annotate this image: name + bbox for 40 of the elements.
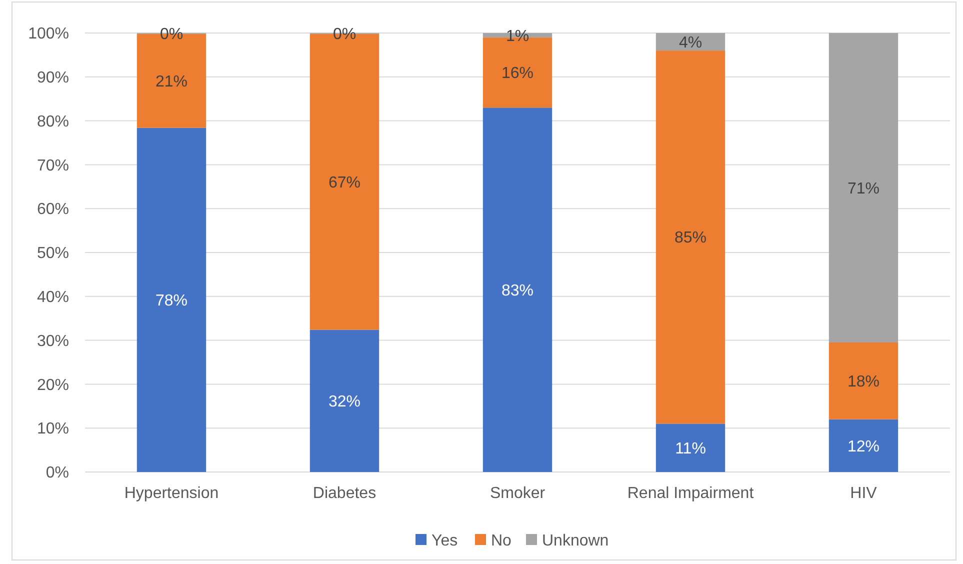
bar — [136, 128, 206, 472]
x-tick-label: Hypertension — [124, 485, 219, 502]
bar — [482, 108, 552, 472]
data-label: 4% — [678, 34, 702, 52]
bar — [828, 342, 898, 420]
data-label: 71% — [847, 180, 880, 198]
y-tick-label: 100% — [28, 26, 69, 43]
y-tick-label: 40% — [36, 289, 69, 306]
bar — [828, 33, 898, 342]
x-tick-label: HIV — [850, 485, 878, 502]
bar — [656, 424, 726, 472]
data-label: 18% — [847, 374, 880, 391]
y-tick-label: 30% — [36, 332, 69, 350]
y-tick-label: 90% — [36, 70, 69, 86]
data-label: 78% — [155, 292, 188, 310]
bar — [828, 419, 898, 472]
data-label: 16% — [501, 65, 534, 82]
data-label: 11% — [675, 440, 706, 458]
bar — [656, 33, 726, 51]
legend-label: No — [491, 532, 512, 550]
x-tick-label: Smoker — [490, 485, 546, 502]
bar — [656, 50, 726, 424]
y-tick-label: 20% — [36, 376, 69, 394]
legend-label: Unknown — [542, 532, 609, 550]
data-label: 67% — [328, 174, 361, 192]
data-label: 83% — [501, 282, 534, 300]
x-tick-label: Renal Impairment — [627, 485, 754, 502]
legend-label: Yes — [432, 532, 458, 550]
y-tick-label: 10% — [36, 420, 69, 438]
bar — [310, 330, 380, 472]
y-tick-label: 60% — [36, 201, 69, 218]
y-tick-label: 70% — [36, 157, 69, 174]
data-label: 32% — [328, 393, 361, 410]
y-tick-label: 50% — [36, 245, 69, 262]
y-tick-label: 0% — [46, 464, 69, 482]
data-label: 12% — [847, 438, 880, 456]
data-label: 85% — [674, 230, 707, 247]
x-tick-label: Diabetes — [312, 485, 376, 502]
y-tick-label: 80% — [36, 113, 69, 130]
data-label: 21% — [155, 73, 188, 90]
